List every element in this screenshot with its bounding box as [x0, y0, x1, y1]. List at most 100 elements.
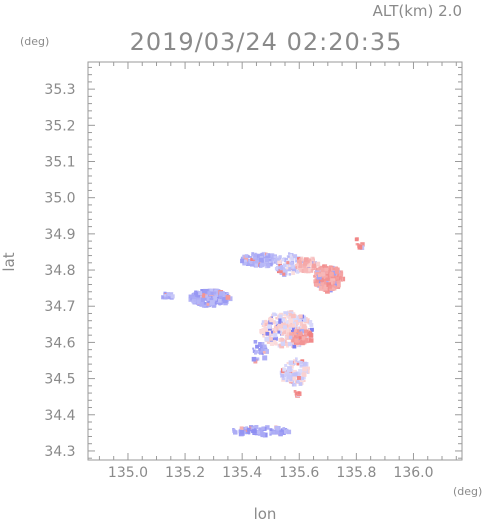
echo-cell	[296, 316, 299, 320]
echo-cell	[296, 329, 300, 334]
echo-cell	[265, 425, 270, 430]
echo-cell	[292, 369, 297, 375]
echo-cell	[332, 285, 336, 288]
echo-cell	[356, 243, 360, 246]
echo-cell	[299, 361, 303, 365]
echo-cell	[307, 320, 313, 325]
echo-cell	[280, 340, 286, 345]
echo-cell	[283, 325, 287, 330]
echo-cell	[270, 261, 274, 264]
echo-cell	[329, 280, 334, 285]
y-unit-label: (deg)	[20, 35, 49, 48]
echo-cell	[302, 264, 307, 268]
echo-cell	[304, 337, 310, 343]
echo-cell	[297, 391, 301, 394]
echo-cell	[282, 367, 287, 372]
x-tick-label: 135.4	[222, 465, 262, 481]
echo-cell	[256, 254, 260, 258]
echo-cell	[328, 276, 331, 279]
echo-cell	[282, 377, 285, 381]
echo-cell	[291, 325, 295, 328]
echo-cell	[243, 257, 248, 262]
echo-cell	[322, 264, 325, 268]
echo-cell	[244, 254, 249, 258]
echo-cell	[315, 269, 320, 274]
echo-cell	[274, 342, 278, 346]
echo-cell	[163, 294, 166, 297]
echo-cell	[256, 430, 260, 435]
echo-cell	[278, 314, 283, 319]
echo-cell	[313, 274, 316, 278]
echo-cell	[219, 291, 224, 296]
echo-cell	[332, 280, 336, 284]
echo-cell	[259, 257, 264, 262]
echo-cell	[242, 430, 247, 434]
echo-cell	[243, 261, 247, 265]
echo-cell	[317, 268, 320, 271]
echo-cell	[276, 321, 282, 326]
echo-cell	[284, 371, 289, 377]
chart-title: 2019/03/24 02:20:35	[130, 28, 403, 56]
echo-cell	[300, 376, 305, 381]
echo-region-northeast-red	[313, 264, 346, 294]
echo-cell	[277, 259, 282, 264]
echo-cell	[302, 327, 307, 332]
echo-cell	[288, 316, 292, 320]
echo-cell	[277, 266, 280, 269]
echo-cell	[260, 432, 266, 438]
echo-region-southern-streak	[232, 425, 292, 438]
echo-cell	[198, 291, 203, 296]
echo-cell	[282, 330, 286, 335]
echo-cell	[326, 282, 331, 287]
echo-cell	[315, 271, 320, 276]
echo-cell	[302, 366, 308, 372]
echo-cell	[261, 327, 264, 330]
echo-cell	[355, 237, 359, 241]
echo-cell	[282, 373, 287, 378]
echo-cell	[255, 344, 259, 349]
echo-cell	[286, 261, 290, 265]
echo-cell	[264, 319, 268, 324]
echo-region-west-blob	[188, 288, 233, 308]
echo-cell	[293, 254, 298, 259]
echo-cell	[330, 278, 336, 284]
echo-cell	[292, 312, 296, 316]
echo-cell	[264, 336, 270, 342]
echo-cell	[290, 265, 295, 269]
echo-cell	[309, 269, 314, 273]
echo-cell	[283, 341, 288, 346]
echo-cell	[250, 262, 254, 267]
echo-cell	[280, 373, 284, 378]
echo-cell	[301, 324, 307, 329]
echo-cell	[262, 322, 266, 327]
echo-cell	[318, 286, 324, 291]
echo-cell	[269, 428, 273, 431]
echo-cell	[286, 267, 289, 270]
echo-cell	[257, 431, 263, 436]
echo-cell	[292, 344, 297, 349]
echo-cell	[329, 268, 332, 271]
echo-cell	[302, 361, 307, 366]
echo-cell	[288, 360, 294, 366]
echo-cell	[335, 286, 338, 289]
x-unit-label: (deg)	[453, 485, 482, 498]
echo-cell	[213, 291, 217, 295]
echo-cell	[296, 327, 300, 330]
echo-cell	[267, 257, 272, 262]
echo-cell	[355, 243, 358, 246]
echo-cell	[258, 253, 263, 258]
echo-cell	[324, 267, 329, 272]
echo-cell	[219, 294, 223, 298]
echo-cell	[304, 329, 308, 333]
echo-cell	[304, 332, 307, 335]
echo-cell	[203, 302, 207, 305]
echo-cell	[247, 263, 251, 266]
echo-cell	[313, 261, 316, 264]
echo-cell	[293, 390, 297, 393]
echo-cell	[253, 340, 258, 344]
echo-cell	[261, 322, 264, 325]
echo-cell	[264, 321, 270, 327]
echo-cell	[206, 296, 212, 302]
echo-cell	[294, 338, 299, 343]
echo-cell	[303, 333, 307, 337]
